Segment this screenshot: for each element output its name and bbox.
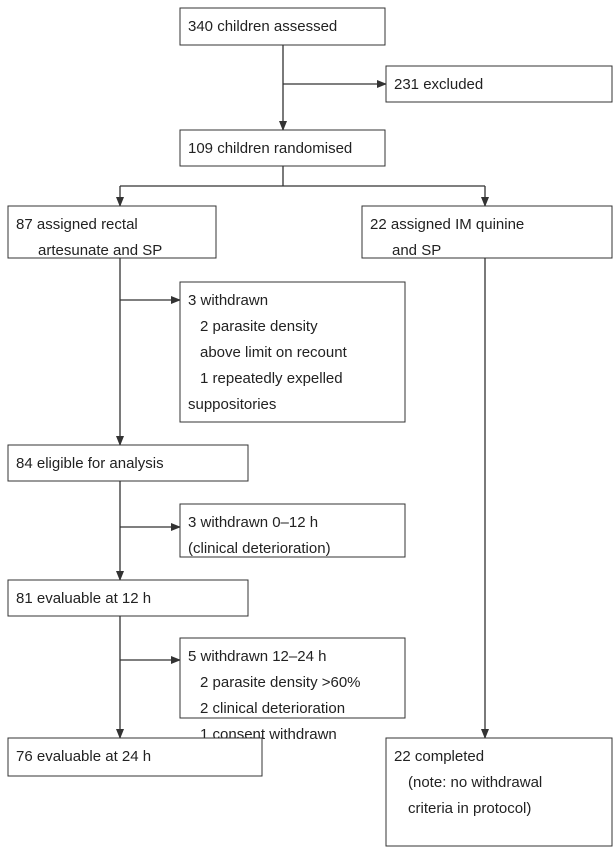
node-box <box>179 637 406 719</box>
node-text: criteria in protocol) <box>408 800 531 817</box>
node-text: 84 eligible for analysis <box>16 455 164 472</box>
node: 81 evaluable at 12 h <box>7 579 249 617</box>
node: 109 children randomised <box>179 129 386 167</box>
node-text: 22 assigned IM quinine <box>370 216 524 233</box>
node: 76 evaluable at 24 h <box>7 737 263 777</box>
node: 3 withdrawn 0–12 h (clinical deterioratio… <box>179 503 406 558</box>
node-text: 81 evaluable at 12 h <box>16 590 151 607</box>
node-text: 109 children randomised <box>188 140 352 157</box>
node-text: 76 evaluable at 24 h <box>16 748 151 765</box>
node-box <box>179 7 386 46</box>
node-text: 2 parasite density <box>200 318 318 335</box>
node-box <box>361 205 613 259</box>
node-text: (note: no withdrawal <box>408 774 542 791</box>
node: 231 excluded <box>385 65 613 103</box>
node-box <box>7 737 263 777</box>
node-text: 5 withdrawn 12–24 h <box>188 648 326 665</box>
node-box <box>179 281 406 423</box>
node-box <box>385 65 613 103</box>
node: 340 children assessed <box>179 7 386 46</box>
node: 3 withdrawn 2 parasite density above limit… <box>179 281 406 423</box>
node-text: and SP <box>392 242 441 259</box>
node-box <box>7 205 217 259</box>
node-text: above limit on recount <box>200 344 348 361</box>
node-text: 3 withdrawn <box>188 292 268 309</box>
node: 84 eligible for analysis <box>7 444 249 482</box>
node-text: 2 clinical deterioration <box>200 700 345 717</box>
node-box <box>7 579 249 617</box>
node-text: 87 assigned rectal <box>16 216 138 233</box>
node-text: (clinical deterioration) <box>188 540 331 557</box>
node-text: artesunate and SP <box>38 242 162 259</box>
node: 22 completed (note: no withdrawal criteria… <box>385 737 613 847</box>
node-box <box>179 129 386 167</box>
node-box <box>179 503 406 558</box>
node-text: 3 withdrawn 0–12 h <box>188 514 318 531</box>
connectors <box>116 45 489 739</box>
node: 5 withdrawn 12–24 h 2 parasite density >6… <box>179 637 406 743</box>
node-text: suppositories <box>188 396 276 413</box>
node-box <box>7 444 249 482</box>
node-text: 1 repeatedly expelled <box>200 370 343 387</box>
node-text: 2 parasite density >60% <box>200 674 361 691</box>
node: 87 assigned rectal artesunate and SP <box>7 205 217 259</box>
node-text: 22 completed <box>394 748 484 765</box>
node-text: 231 excluded <box>394 76 483 93</box>
node-text: 340 children assessed <box>188 18 337 35</box>
node: 22 assigned IM quinine and SP <box>361 205 613 259</box>
node-box <box>385 737 613 847</box>
